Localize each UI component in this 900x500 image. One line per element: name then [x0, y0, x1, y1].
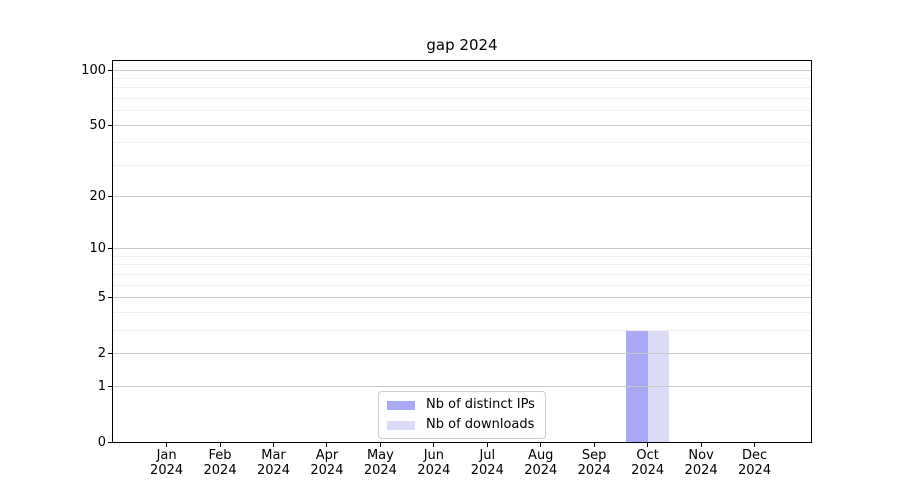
gridline-major	[113, 196, 811, 198]
y-tick	[108, 297, 112, 299]
y-tick	[108, 385, 112, 387]
gridline-minor	[113, 329, 811, 331]
x-tick	[700, 443, 702, 447]
x-tick	[326, 443, 328, 447]
gridline-major	[113, 69, 811, 71]
y-tick-label: 2	[97, 345, 106, 361]
y-tick	[108, 248, 112, 250]
gridline-minor	[113, 311, 811, 313]
x-tick	[754, 443, 756, 447]
gridline-minor	[113, 110, 811, 112]
x-tick	[540, 443, 542, 447]
x-tick	[166, 443, 168, 447]
y-tick	[108, 69, 112, 71]
x-tick-label: Apr 2024	[310, 448, 344, 478]
legend-label-downloads: Nb of downloads	[426, 417, 535, 432]
x-tick-label: Jan 2024	[150, 448, 184, 478]
legend-swatch-distinct-ips	[387, 400, 415, 410]
gridline-minor	[113, 142, 811, 144]
x-tick-label: Feb 2024	[203, 448, 237, 478]
x-tick-label: Mar 2024	[256, 448, 291, 478]
x-tick-label: Jun 2024	[417, 448, 451, 478]
legend-swatch-downloads	[387, 420, 415, 430]
gridline-minor	[113, 97, 811, 99]
legend-item-distinct-ips: Nb of distinct IPs	[387, 397, 537, 413]
y-tick-label: 1	[97, 378, 106, 394]
x-tick-label: Aug 2024	[524, 448, 558, 478]
x-tick-label: Sep 2024	[577, 448, 611, 478]
gridline-major	[113, 248, 811, 250]
y-tick	[108, 352, 112, 354]
x-tick	[379, 443, 381, 447]
plot-area	[112, 60, 812, 443]
x-tick	[219, 443, 221, 447]
gridline-minor	[113, 284, 811, 286]
legend-item-downloads: Nb of downloads	[387, 417, 537, 433]
y-tick-label: 5	[97, 290, 106, 306]
y-tick	[108, 441, 112, 443]
gridline-minor	[113, 273, 811, 275]
y-tick	[108, 196, 112, 198]
x-tick-label: Nov 2024	[684, 448, 718, 478]
y-tick-label: 50	[89, 117, 106, 133]
y-tick-label: 10	[89, 241, 106, 257]
x-tick-label: Jul 2024	[470, 448, 504, 478]
x-tick	[433, 443, 435, 447]
gridline-minor	[113, 87, 811, 89]
x-tick-label: Oct 2024	[631, 448, 665, 478]
gridline-minor	[113, 164, 811, 166]
gridline-major	[113, 297, 811, 299]
gridline-major	[113, 385, 811, 387]
y-tick-label: 0	[97, 434, 106, 450]
y-tick-label: 20	[89, 189, 106, 205]
x-tick	[593, 443, 595, 447]
y-tick-label: 100	[81, 62, 106, 78]
x-tick	[273, 443, 274, 447]
legend: Nb of distinct IPs Nb of downloads	[378, 391, 546, 439]
legend-label-distinct-ips: Nb of distinct IPs	[426, 397, 535, 412]
x-tick-label: May 2024	[363, 448, 397, 478]
gridline-major	[113, 352, 811, 354]
x-tick-label: Dec 2024	[738, 448, 772, 478]
gridline-minor	[113, 77, 811, 79]
x-tick	[486, 443, 488, 447]
y-tick	[108, 124, 112, 126]
gridline-minor	[113, 264, 811, 266]
gridline-minor	[113, 255, 811, 257]
x-tick	[647, 443, 649, 447]
gridline-major	[113, 124, 811, 126]
chart-title: gap 2024	[426, 36, 498, 54]
